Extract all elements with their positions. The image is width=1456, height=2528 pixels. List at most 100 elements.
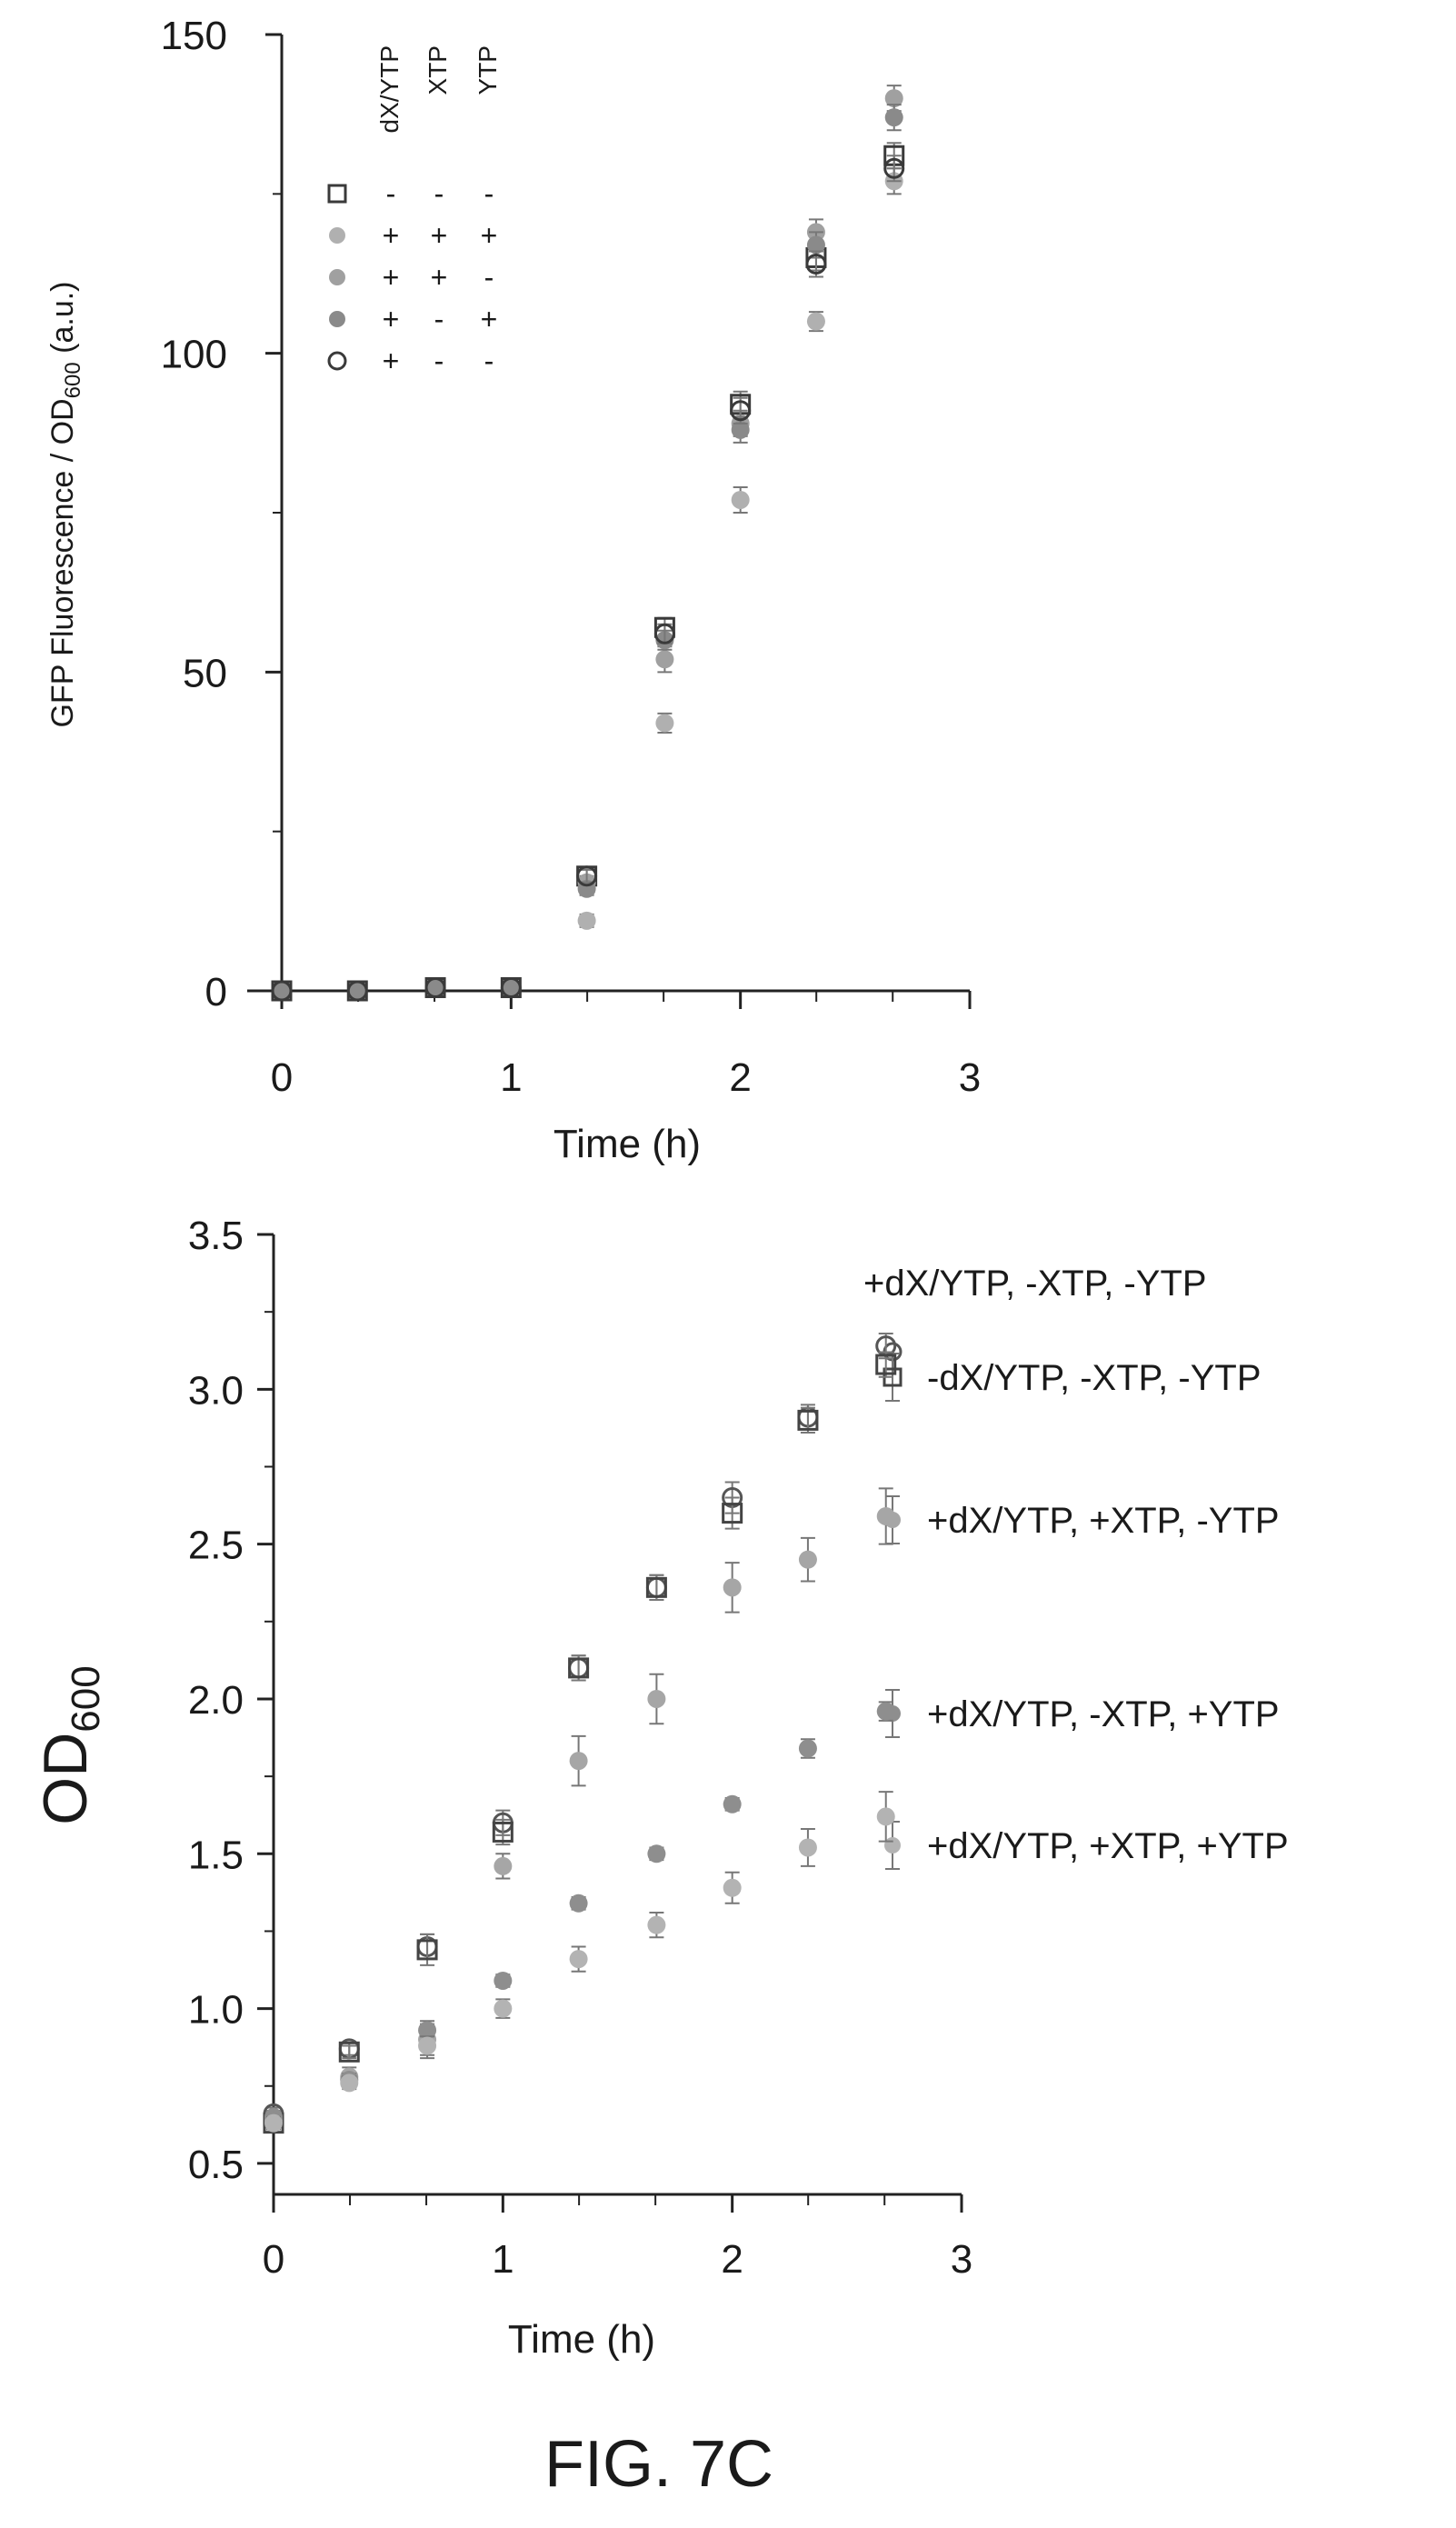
y-tick-label: 2.0 bbox=[188, 1678, 244, 1723]
y-axis-label: OD600 bbox=[31, 1665, 108, 1824]
data-point bbox=[798, 1550, 817, 1569]
legend-sign: - bbox=[484, 177, 494, 210]
data-point bbox=[797, 1409, 819, 1431]
legend-sign: + bbox=[383, 261, 400, 294]
legend-sign: + bbox=[383, 219, 400, 252]
x-tick-label: 2 bbox=[721, 2237, 743, 2282]
data-series bbox=[264, 1487, 895, 2131]
data-point bbox=[418, 2036, 437, 2055]
data-point bbox=[647, 1844, 666, 1864]
data-point bbox=[271, 980, 293, 1002]
data-point bbox=[883, 157, 905, 179]
legend-label: +dX/YTP, -XTP, -YTP bbox=[863, 1264, 1207, 1304]
data-point bbox=[418, 2021, 437, 2040]
data-point bbox=[653, 623, 675, 644]
legend-marker bbox=[329, 311, 345, 327]
legend-sign: + bbox=[431, 261, 448, 294]
data-series bbox=[271, 155, 905, 1002]
data-point bbox=[876, 1807, 895, 1826]
legend-label: +dX/YTP, +XTP, +YTP bbox=[927, 1826, 1289, 1866]
data-series bbox=[273, 104, 903, 1000]
data-point bbox=[569, 1894, 588, 1913]
data-point bbox=[876, 1702, 895, 1721]
legend-marker bbox=[329, 227, 345, 244]
data-point bbox=[348, 982, 367, 1000]
data-point bbox=[500, 976, 522, 998]
data-point bbox=[492, 1821, 514, 1843]
x-tick-label: 0 bbox=[271, 1055, 293, 1100]
data-series bbox=[271, 142, 905, 1002]
legend-sign: + bbox=[383, 345, 400, 377]
data-point bbox=[876, 1506, 895, 1525]
data-point bbox=[806, 312, 825, 331]
data-point bbox=[655, 714, 674, 733]
data-point bbox=[338, 2041, 360, 2063]
data-series bbox=[264, 1791, 895, 2133]
data-series bbox=[263, 1333, 897, 2124]
data-point bbox=[647, 1689, 666, 1708]
y-axis-label: GFP Fluorescence / OD600 (a.u.) bbox=[45, 281, 85, 727]
data-point bbox=[645, 1576, 667, 1598]
x-tick-label: 0 bbox=[263, 2237, 284, 2282]
y-tick-label: 2.5 bbox=[188, 1524, 244, 1568]
y-tick-label: 50 bbox=[183, 651, 227, 695]
data-point bbox=[494, 1971, 513, 1990]
legend-marker bbox=[329, 269, 345, 285]
data-point bbox=[884, 89, 903, 108]
legend: dX/YTP XTP YTP - - - + + + + + - + - + + - - bbox=[327, 45, 502, 377]
data-point bbox=[502, 978, 521, 997]
y-tick-label: 0.5 bbox=[188, 2143, 244, 2187]
data-point bbox=[424, 976, 446, 998]
data-point bbox=[723, 1878, 742, 1897]
legend-label: +dX/YTP, +XTP, -YTP bbox=[927, 1501, 1280, 1541]
data-point bbox=[416, 1939, 438, 1961]
legend-header: dX/YTP bbox=[375, 45, 404, 133]
data-point bbox=[798, 1838, 817, 1857]
legend-sign: + bbox=[481, 303, 498, 335]
x-axis-label: Time (h) bbox=[508, 2317, 655, 2362]
gfp-fluorescence-chart: 0 50 100 150 0 1 2 3 Time (h) GFP Fluorescence / … bbox=[45, 14, 981, 1166]
data-point bbox=[494, 1856, 513, 1875]
data-point bbox=[426, 978, 445, 997]
legend-sign: + bbox=[481, 219, 498, 252]
data-point bbox=[723, 1794, 742, 1814]
y-tick-label: 100 bbox=[161, 333, 227, 377]
legend-sign: - bbox=[434, 303, 444, 335]
data-point bbox=[273, 982, 291, 1000]
data-point bbox=[655, 650, 674, 669]
legend-sign: + bbox=[383, 303, 400, 335]
data-point bbox=[577, 911, 596, 930]
data-point bbox=[806, 235, 825, 255]
data-point bbox=[569, 1752, 588, 1771]
y-tick-label: 1.5 bbox=[188, 1833, 244, 1877]
data-point bbox=[647, 1915, 666, 1934]
data-point bbox=[884, 108, 903, 127]
legend-header: YTP bbox=[474, 45, 502, 95]
legend: +dX/YTP, -XTP, -YTP -dX/YTP, -XTP, -YTP +d… bbox=[863, 1264, 1289, 1870]
data-series bbox=[263, 1351, 897, 2134]
od600-chart: 0.5 1.0 1.5 2.0 2.5 3.0 3.5 0 1 2 3 Time (h) OD600 +d… bbox=[31, 1214, 1289, 2362]
x-tick-label: 1 bbox=[500, 1055, 522, 1100]
legend-label: +dX/YTP, -XTP, +YTP bbox=[927, 1694, 1280, 1734]
legend-marker bbox=[327, 184, 347, 204]
y-tick-label: 3.0 bbox=[188, 1368, 244, 1413]
data-series bbox=[273, 85, 903, 1000]
x-tick-label: 3 bbox=[959, 1055, 981, 1100]
data-point bbox=[731, 420, 750, 439]
figure-caption: FIG. 7C bbox=[544, 2428, 773, 2501]
data-point bbox=[576, 865, 598, 887]
x-tick-label: 1 bbox=[492, 2237, 514, 2282]
data-point bbox=[568, 1657, 590, 1679]
y-tick-label: 1.0 bbox=[188, 1988, 244, 2033]
y-tick-label: 0 bbox=[205, 970, 227, 1014]
legend-sign: - bbox=[434, 345, 444, 377]
data-point bbox=[569, 1950, 588, 1969]
legend-sign: - bbox=[386, 177, 396, 210]
data-point bbox=[494, 1999, 513, 2018]
y-tick-label: 150 bbox=[161, 14, 227, 58]
x-axis-label: Time (h) bbox=[553, 1122, 701, 1166]
data-point bbox=[723, 1578, 742, 1597]
data-point bbox=[875, 1354, 897, 1375]
data-point bbox=[340, 2073, 359, 2093]
